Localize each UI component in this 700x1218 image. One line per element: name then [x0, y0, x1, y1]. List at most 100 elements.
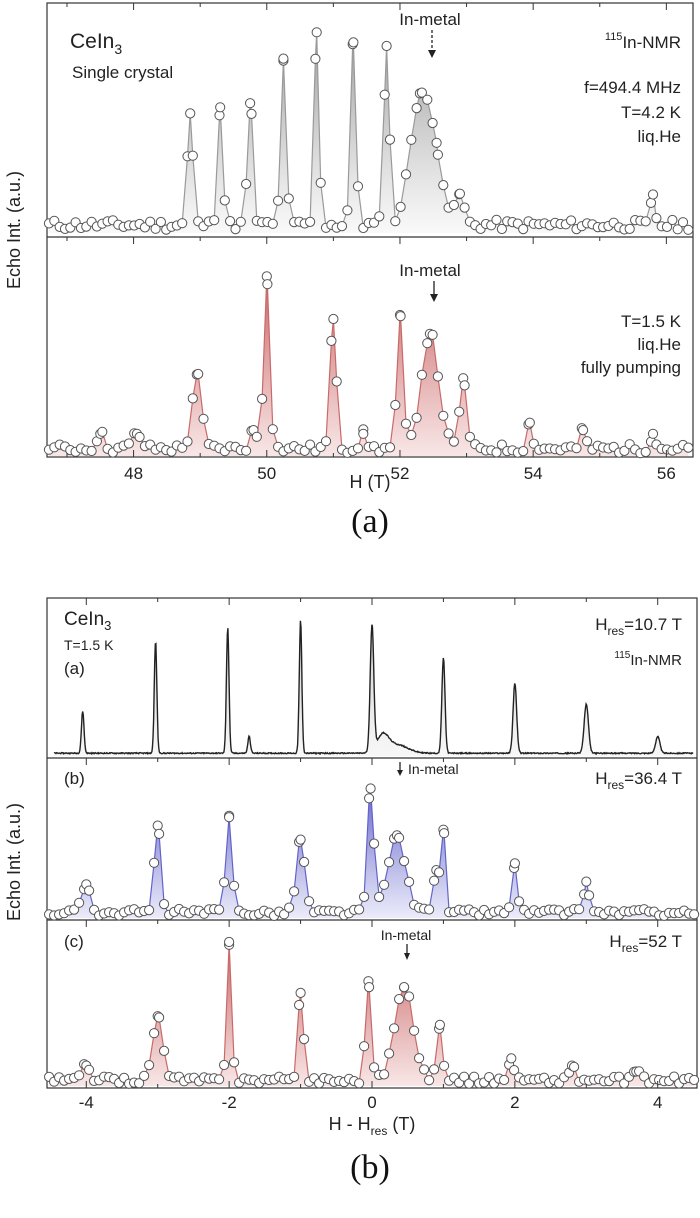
sample-label: Single crystal: [72, 63, 173, 82]
data-point: [358, 428, 369, 439]
data-point: [439, 1060, 450, 1071]
data-point: [159, 899, 170, 910]
x-tick-label: 48: [124, 464, 143, 483]
data-point: [354, 904, 365, 915]
data-point: [214, 1074, 225, 1085]
data-point: [404, 876, 415, 888]
in-metal-label-a-top: In-metal: [399, 10, 460, 29]
data-point: [384, 134, 396, 145]
data-point: [315, 177, 326, 188]
data-point: [348, 37, 359, 48]
data-point: [154, 828, 165, 840]
data-point: [509, 858, 521, 869]
data-point: [374, 891, 385, 903]
x-tick-label: -2: [222, 1093, 237, 1112]
caption-b: (b): [350, 1149, 390, 1186]
data-point: [514, 896, 525, 907]
frequency-label: f=494.4 MHz: [584, 78, 681, 97]
data-point: [229, 880, 240, 891]
series-b-a: [53, 620, 694, 756]
data-point: [379, 879, 390, 890]
data-point: [448, 199, 459, 211]
data-point: [278, 53, 289, 64]
data-point: [152, 820, 163, 831]
data-point: [395, 201, 406, 212]
data-point: [499, 1074, 510, 1086]
data-point: [459, 380, 470, 391]
data-point: [230, 224, 241, 235]
data-point: [289, 1071, 300, 1083]
data-point: [677, 217, 689, 228]
data-point: [379, 1069, 390, 1080]
data-point: [578, 425, 589, 436]
data-point: [518, 446, 529, 457]
data-point: [640, 216, 651, 227]
data-point: [257, 393, 268, 404]
data-point: [394, 994, 405, 1005]
data-point: [454, 188, 465, 199]
data-point: [419, 1064, 430, 1075]
data-point: [424, 904, 435, 915]
series-area-b-c: [49, 942, 695, 1086]
series-area-b-b: [49, 788, 695, 918]
bath-label-a-bottom: liq.He: [638, 335, 681, 354]
data-point: [645, 197, 657, 208]
data-point: [354, 1078, 365, 1089]
temperature-label-b: T=1.5 K: [64, 637, 114, 653]
data-point: [219, 195, 230, 206]
data-point: [518, 224, 529, 235]
data-point: [74, 1070, 85, 1081]
data-point: [225, 216, 236, 227]
data-point: [416, 369, 427, 380]
data-point: [74, 897, 85, 908]
temperature-label-a-bottom: T=1.5 K: [621, 312, 682, 331]
series-a-bottom: [43, 271, 694, 459]
field-label-b-a: Hres=10.7 T: [595, 615, 682, 638]
data-point: [364, 793, 375, 804]
data-point: [689, 1074, 700, 1086]
data-point: [299, 856, 310, 868]
data-point: [427, 117, 438, 129]
data-point: [439, 828, 450, 839]
data-point: [149, 1028, 160, 1039]
data-point: [305, 216, 316, 227]
data-point: [139, 1070, 150, 1082]
data-point: [422, 94, 433, 105]
data-point: [69, 904, 80, 915]
data-point: [251, 431, 262, 442]
data-point: [342, 205, 353, 216]
data-point: [134, 1078, 145, 1089]
data-point: [434, 867, 445, 878]
data-point: [352, 181, 364, 192]
data-point: [411, 412, 422, 423]
data-point: [454, 406, 465, 417]
data-point: [267, 218, 278, 229]
data-point: [369, 838, 380, 849]
data-point: [215, 102, 226, 113]
data-point: [395, 311, 406, 322]
data-point: [569, 1061, 580, 1073]
x-tick-label: 50: [257, 464, 276, 483]
data-point: [459, 202, 470, 213]
data-point: [683, 224, 694, 235]
data-point: [574, 904, 585, 915]
compound-label-a: CeIn3: [70, 30, 122, 57]
data-point: [584, 890, 595, 901]
data-point: [394, 832, 405, 843]
data-point: [504, 902, 515, 913]
data-point: [310, 53, 321, 64]
series-line-a-top: [48, 32, 689, 231]
data-point: [651, 213, 662, 224]
data-point: [144, 905, 155, 916]
data-point: [193, 368, 204, 380]
x-axis-label-a: H (T): [350, 472, 391, 492]
data-point: [150, 223, 161, 234]
subpanel-label-a: (a): [64, 659, 85, 678]
compound-label-b: CeIn3: [64, 609, 111, 633]
data-point: [311, 27, 322, 38]
data-point: [390, 216, 401, 227]
data-point: [384, 1048, 395, 1059]
data-point: [365, 783, 376, 794]
data-point: [187, 150, 198, 161]
